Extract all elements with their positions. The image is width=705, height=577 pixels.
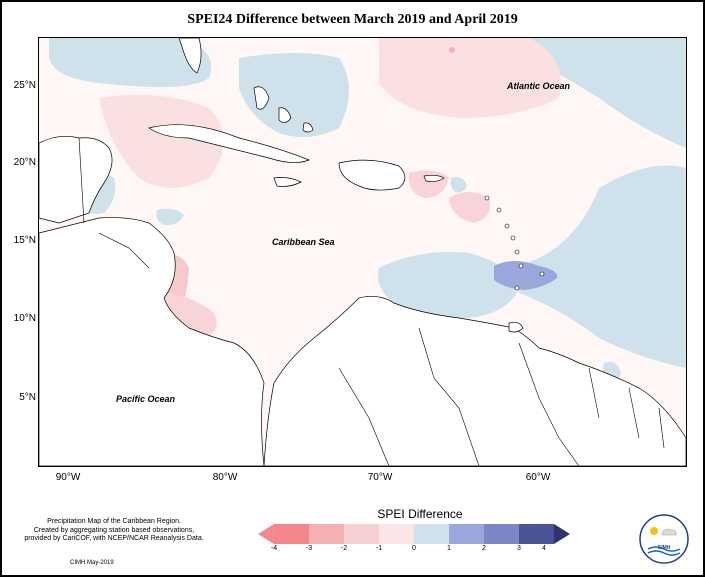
colorbar-cell bbox=[519, 524, 554, 544]
colorbar-cell bbox=[379, 524, 414, 544]
x-tick-label: 90°W bbox=[55, 472, 81, 483]
logo-text: CIMH bbox=[657, 545, 671, 551]
borders bbox=[78, 137, 665, 466]
colorbar-arrow-left bbox=[258, 524, 275, 544]
colorbar-cell bbox=[309, 524, 344, 544]
positive-patch-small bbox=[156, 208, 184, 226]
colorbar-tick: -3 bbox=[305, 545, 313, 552]
colorbar-tick: 2 bbox=[482, 545, 486, 552]
land-central-america bbox=[39, 217, 265, 466]
footnote-line: provided by CariCOF, with NCEP/NCAR Rean… bbox=[24, 535, 204, 542]
positive-patch-pr bbox=[450, 177, 467, 193]
credit-text: CIMH May-2019 bbox=[70, 560, 114, 566]
land-bahamas-1 bbox=[253, 86, 270, 110]
positive-patch-atlantic-nw bbox=[49, 38, 211, 87]
positive-patch-atlantic-ne bbox=[529, 38, 686, 148]
colorbar-cell bbox=[414, 524, 449, 544]
negative-patch-north bbox=[379, 38, 561, 118]
colorbar-cell bbox=[274, 524, 309, 544]
y-tick-label: 25°N bbox=[13, 80, 36, 91]
colorbar-tick: 3 bbox=[517, 545, 521, 552]
land-jamaica bbox=[273, 177, 302, 187]
label-pacific-ocean: Pacific Ocean bbox=[116, 394, 176, 404]
colorbar-tick: -1 bbox=[375, 545, 383, 552]
land-south-america bbox=[263, 296, 686, 466]
land-puerto-rico bbox=[423, 174, 445, 182]
colorbar-cell bbox=[484, 524, 519, 544]
y-tick-label: 15°N bbox=[13, 235, 36, 246]
colorbar-cell bbox=[449, 524, 484, 544]
negative-patch-hispaniola bbox=[408, 170, 449, 198]
waves-icon bbox=[647, 546, 681, 556]
negative-dot bbox=[449, 47, 455, 53]
negative-patch-gulf bbox=[99, 94, 224, 188]
colorbar-tick: 1 bbox=[447, 545, 451, 552]
y-tick-label: 20°N bbox=[13, 157, 36, 168]
lesser-antilles bbox=[484, 195, 545, 291]
label-atlantic-ocean: Atlantic Ocean bbox=[507, 81, 571, 91]
footnote: Precipitation Map of the Caribbean Regio… bbox=[14, 518, 214, 544]
strong-positive-patch bbox=[494, 261, 558, 290]
land-cuba bbox=[148, 124, 310, 163]
x-tick-label: 60°W bbox=[525, 472, 551, 483]
footnote-line: Created by aggregating station based obs… bbox=[33, 526, 195, 534]
y-tick-label: 5°N bbox=[19, 392, 36, 403]
negative-patch-antilles bbox=[449, 192, 490, 223]
land bbox=[39, 38, 686, 466]
label-caribbean-sea: Caribbean Sea bbox=[272, 237, 335, 247]
map-canvas bbox=[39, 38, 686, 466]
legend-title: SPEI Difference bbox=[377, 507, 463, 521]
land-hispaniola bbox=[338, 159, 406, 191]
land-florida-tip bbox=[178, 38, 202, 74]
colorbar bbox=[258, 524, 570, 544]
x-tick-label: 70°W bbox=[367, 472, 393, 483]
footnote-line: Precipitation Map of the Caribbean Regio… bbox=[47, 518, 181, 525]
positive-patch-bahamas bbox=[239, 53, 349, 137]
positive-patch-east bbox=[516, 165, 686, 368]
colorbar-tick: -4 bbox=[270, 545, 278, 552]
colorbar-tick: -2 bbox=[340, 545, 348, 552]
sun-icon bbox=[650, 527, 658, 535]
land-bahamas-2 bbox=[278, 107, 292, 123]
land-yucatan bbox=[39, 136, 113, 224]
y-tick-label: 10°N bbox=[13, 313, 36, 324]
colorbar-tick: 0 bbox=[412, 545, 416, 552]
colorbar-tick: 4 bbox=[542, 545, 546, 552]
land-trinidad bbox=[508, 321, 524, 333]
cloud-icon bbox=[661, 528, 677, 536]
map-title: SPEI24 Difference between March 2019 and… bbox=[187, 12, 518, 27]
land-bahamas-3 bbox=[302, 122, 314, 133]
colorbar-cell bbox=[344, 524, 379, 544]
positive-patch-lesser-antilles bbox=[378, 252, 519, 318]
map-panel bbox=[38, 37, 687, 467]
cimh-logo bbox=[639, 514, 689, 564]
x-tick-label: 80°W bbox=[212, 472, 238, 483]
anomaly-patches bbox=[49, 38, 686, 384]
negative-patch-panama bbox=[159, 293, 217, 338]
colorbar-arrow-right bbox=[554, 524, 570, 544]
